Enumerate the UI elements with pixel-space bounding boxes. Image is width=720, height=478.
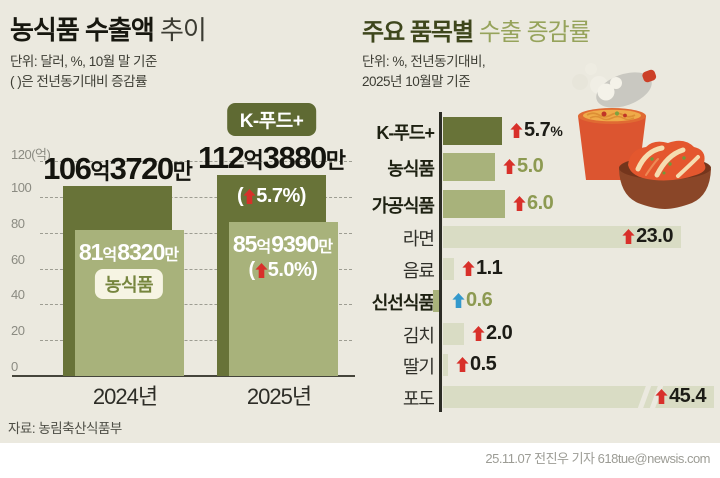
row-label-5: 음료 bbox=[402, 260, 435, 281]
right-title-light: 수출 증감률 bbox=[478, 19, 591, 46]
source-note: 자료: 농림축산식품부 bbox=[8, 421, 122, 436]
left-title-bold: 농식품 수출액 bbox=[10, 15, 155, 45]
agrifood-value-label: 85억9390만 bbox=[232, 231, 334, 257]
row-bar-9 bbox=[443, 382, 714, 412]
agrifood-badge: 농식품 bbox=[94, 269, 164, 299]
gridline-60 bbox=[40, 269, 352, 270]
gridline-80 bbox=[40, 233, 352, 234]
bar-agrifood-2024년 bbox=[74, 230, 184, 376]
total-value-label: 106억3720만 bbox=[43, 151, 193, 186]
left-unit-note-2: ( )은 전년동기대비 증감률 bbox=[10, 74, 147, 89]
row-bar-4 bbox=[443, 226, 681, 248]
gridline-20 bbox=[40, 340, 352, 341]
right-title-bold: 주요 품목별 bbox=[362, 19, 474, 46]
row-label-9: 포도 bbox=[402, 389, 435, 409]
change-arrow-icon bbox=[462, 260, 475, 276]
y-tick-label: 60 bbox=[11, 252, 25, 267]
agrifood-change-label: (5.0%) bbox=[248, 259, 318, 281]
agrifood-value-label: 81억8320만 bbox=[78, 239, 180, 265]
change-arrow-icon bbox=[255, 263, 268, 278]
kimchi-bowl-icon bbox=[619, 140, 711, 209]
row-value-1: 5.7% bbox=[510, 119, 563, 142]
row-bar-5 bbox=[443, 257, 454, 280]
x-axis-line bbox=[12, 375, 355, 377]
row-bar-1 bbox=[443, 117, 502, 145]
gridline-40 bbox=[40, 304, 352, 305]
total-value-label: 112억3880만 bbox=[198, 140, 346, 175]
change-arrow-icon bbox=[243, 189, 256, 204]
total-change-label: (5.7%) bbox=[237, 185, 306, 207]
row-label-7: 김치 bbox=[402, 325, 435, 346]
row-bar-8 bbox=[443, 354, 448, 376]
row-label-3: 가공식품 bbox=[371, 196, 435, 216]
left-chart-title: 농식품 수출액 추이 bbox=[10, 10, 207, 47]
change-arrow-icon bbox=[510, 123, 523, 138]
change-arrow-icon bbox=[503, 159, 516, 174]
y-tick-label: 0 bbox=[11, 359, 18, 374]
y-tick-label: 40 bbox=[11, 287, 25, 302]
row-label-6: 신선식품 bbox=[371, 293, 435, 313]
kfood-plus-badge: K-푸드+ bbox=[226, 103, 317, 136]
row-value-3: 6.0 bbox=[513, 192, 554, 215]
right-unit-note-2: 2025년 10월말 기준 bbox=[362, 74, 471, 89]
row-bar-2 bbox=[443, 153, 495, 181]
gridline-100 bbox=[40, 197, 352, 198]
y-tick-label: 80 bbox=[11, 216, 25, 231]
change-arrow-icon bbox=[622, 229, 635, 244]
right-chart-title: 주요 품목별 수출 증감률 bbox=[362, 12, 591, 47]
row-label-8: 딸기 bbox=[402, 357, 435, 377]
gridline-120 bbox=[40, 161, 352, 162]
change-arrow-icon bbox=[655, 389, 668, 404]
y-tick-label: 100 bbox=[11, 180, 32, 195]
growth-rate-chart: K-푸드+ 5.7% 농식품 5.0 가공식품 6.0 라면 23.0 음료 1.1 신선식품 0.6… bbox=[371, 112, 714, 412]
x-category-label: 2025년 bbox=[246, 384, 312, 409]
row-value-8: 0.5 bbox=[456, 353, 497, 376]
row-value-4: 23.0 bbox=[443, 225, 674, 248]
row-value-5: 1.1 bbox=[462, 257, 503, 280]
category-axis-line bbox=[438, 112, 442, 412]
y-tick-label: 20 bbox=[11, 323, 25, 338]
row-value-9: 45.4 bbox=[443, 385, 707, 408]
x-category-label: 2024년 bbox=[92, 384, 158, 409]
change-arrow-icon bbox=[456, 357, 469, 372]
change-arrow-icon bbox=[472, 325, 485, 341]
right-unit-note-1: 단위: %, 전년동기대비, bbox=[362, 54, 486, 69]
row-label-2: 농식품 bbox=[387, 159, 435, 179]
row-value-7: 2.0 bbox=[472, 322, 513, 345]
row-label-1: K-푸드+ bbox=[376, 123, 435, 143]
row-label-4: 라면 bbox=[402, 229, 435, 249]
row-bar-6 bbox=[432, 290, 439, 312]
row-value-2: 5.0 bbox=[503, 155, 544, 178]
change-arrow-icon bbox=[452, 293, 465, 308]
y-tick-label: 120(억) bbox=[11, 147, 51, 162]
left-title-light: 추이 bbox=[159, 15, 207, 45]
row-bar-7 bbox=[443, 322, 464, 345]
byline-credit: 25.11.07 전진우 기자 618tue@newsis.com bbox=[485, 451, 710, 466]
change-arrow-icon bbox=[513, 196, 526, 211]
bar-agrifood-2025년 bbox=[228, 222, 338, 376]
row-value-6: 0.6 bbox=[452, 289, 493, 312]
left-unit-note-1: 단위: 달러, %, 10월 말 기준 bbox=[10, 54, 157, 69]
row-bar-3 bbox=[443, 190, 505, 218]
